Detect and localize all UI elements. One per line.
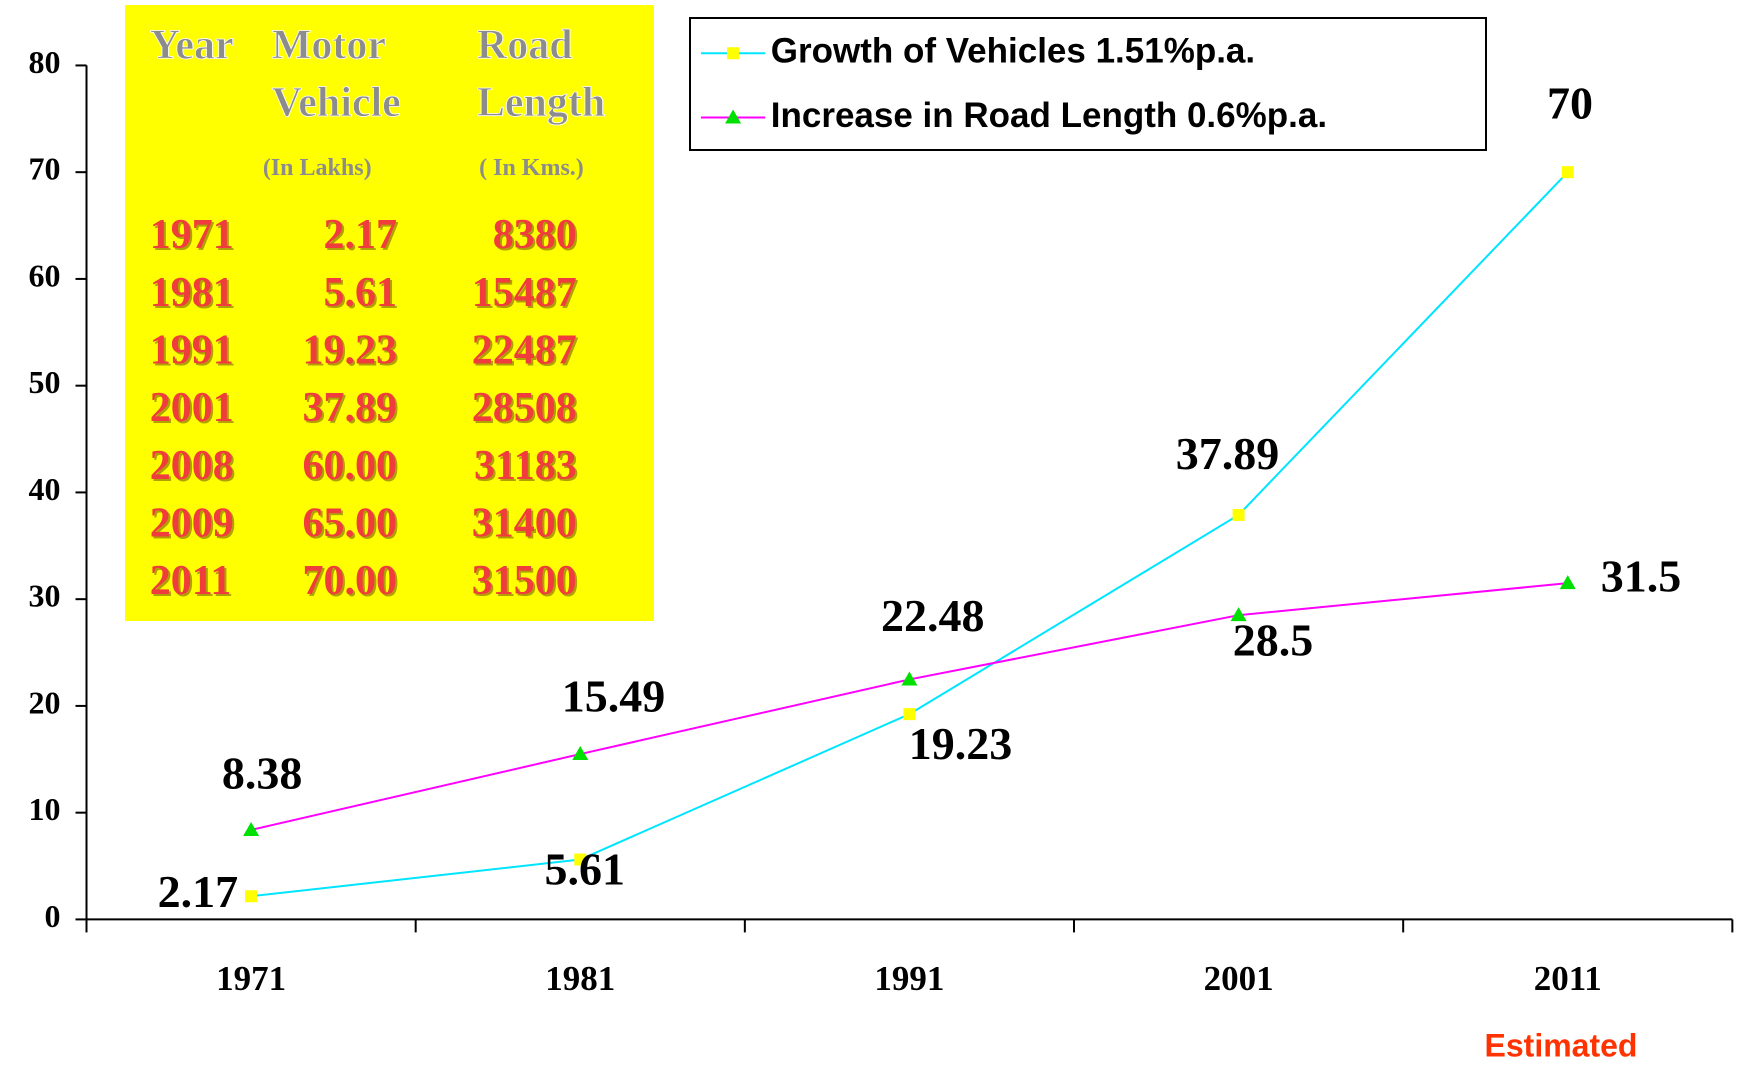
table-header: Length <box>477 80 605 126</box>
table-cell: 70.00 <box>303 558 398 604</box>
y-tick-label: 20 <box>29 684 61 720</box>
x-tick-label: 1971 <box>216 959 286 998</box>
x-tick-label: 2001 <box>1204 959 1274 998</box>
marker <box>1559 575 1576 590</box>
table-cell: 31183 <box>474 443 577 489</box>
table-cell: 1971 <box>150 212 234 258</box>
table-cell: 5.61 <box>324 270 398 316</box>
table-cell: 1991 <box>150 327 234 373</box>
marker <box>572 746 589 761</box>
table-cell-shadow: 15487 <box>474 272 579 318</box>
marker <box>901 671 918 686</box>
marker <box>1230 607 1247 622</box>
table-cell-shadow: 22487 <box>474 329 579 375</box>
data-label: 15.49 <box>562 670 666 721</box>
table-cell-shadow: 2.17 <box>326 214 400 260</box>
table-box <box>125 5 654 621</box>
x-tick-label: 2011 <box>1534 959 1602 998</box>
table-cell-shadow: 2011 <box>152 560 234 606</box>
legend-box <box>689 17 1487 151</box>
data-label: 22.48 <box>881 590 985 641</box>
table-cell-shadow: 2009 <box>152 502 236 548</box>
table-cell-shadow: 31400 <box>474 502 579 548</box>
marker <box>574 853 587 866</box>
y-tick-label: 80 <box>29 44 61 80</box>
table-cell: 2011 <box>150 558 232 604</box>
data-label: 37.89 <box>1176 428 1280 479</box>
table-cell-shadow: 8380 <box>495 214 579 260</box>
y-tick-label: 70 <box>29 151 61 187</box>
table-cell-shadow: 37.89 <box>305 387 400 433</box>
table-cell: 22487 <box>472 327 577 373</box>
table-cell-shadow: 2008 <box>152 445 236 491</box>
y-tick-label: 30 <box>29 578 61 614</box>
table-cell: 15487 <box>472 270 577 316</box>
table-cell: 2008 <box>150 443 234 489</box>
table-cell-shadow: 2001 <box>152 387 236 433</box>
table-cell-shadow: 31183 <box>476 445 579 491</box>
legend-marker <box>725 109 742 124</box>
annotation: Estimated <box>1485 1027 1638 1063</box>
table-unit: (In Lakhs) <box>263 155 372 181</box>
table-cell-shadow: 1991 <box>152 329 236 375</box>
marker <box>243 821 260 836</box>
table-cell: 8380 <box>493 212 577 258</box>
y-tick-label: 40 <box>29 471 61 507</box>
table-cell-shadow: 1971 <box>152 214 236 260</box>
table-cell-shadow: 1981 <box>152 272 236 318</box>
table-cell: 37.89 <box>303 385 398 431</box>
table-cell-shadow: 5.61 <box>326 272 400 318</box>
data-label: 8.38 <box>222 747 303 798</box>
table-cell-shadow: 19.23 <box>305 329 400 375</box>
data-label: 28.5 <box>1233 615 1314 666</box>
table-header: Road <box>477 22 573 68</box>
table-cell-shadow: 70.00 <box>305 560 400 606</box>
table-unit: ( In Kms.) <box>479 155 584 181</box>
table-cell: 31400 <box>472 500 577 546</box>
data-label: 70 <box>1547 77 1593 128</box>
legend-label: Increase in Road Length 0.6%p.a. <box>771 96 1327 135</box>
legend-label: Growth of Vehicles 1.51%p.a. <box>771 31 1255 70</box>
table-header: Vehicle <box>272 80 401 126</box>
table-cell-shadow: 65.00 <box>305 502 400 548</box>
table-header: Year <box>150 22 234 68</box>
table-cell: 65.00 <box>303 500 398 546</box>
table-cell: 28508 <box>472 385 577 431</box>
marker <box>245 890 258 903</box>
y-tick-label: 0 <box>45 898 61 934</box>
table-cell-shadow: 31500 <box>474 560 579 606</box>
legend-marker <box>727 47 740 60</box>
table-cell: 31500 <box>472 558 577 604</box>
table-cell: 60.00 <box>303 443 398 489</box>
y-tick-label: 10 <box>29 791 61 827</box>
y-tick-label: 50 <box>29 364 61 400</box>
y-tick-label: 60 <box>29 257 61 293</box>
marker <box>1232 508 1245 521</box>
table-header: Motor <box>272 22 386 68</box>
data-label: 19.23 <box>909 718 1013 769</box>
table-cell: 2001 <box>150 385 234 431</box>
table-cell: 1981 <box>150 270 234 316</box>
x-tick-label: 1981 <box>545 959 615 998</box>
data-label: 5.61 <box>544 844 625 895</box>
marker <box>1561 166 1574 179</box>
data-label: 31.5 <box>1601 550 1682 601</box>
table-cell-shadow: 60.00 <box>305 445 400 491</box>
table-cell-shadow: 28508 <box>474 387 579 433</box>
data-label: 2.17 <box>158 866 239 917</box>
x-tick-label: 1991 <box>874 959 944 998</box>
table-cell: 19.23 <box>303 327 398 373</box>
table-cell: 2009 <box>150 500 234 546</box>
marker <box>903 708 916 721</box>
table-cell: 2.17 <box>324 212 398 258</box>
